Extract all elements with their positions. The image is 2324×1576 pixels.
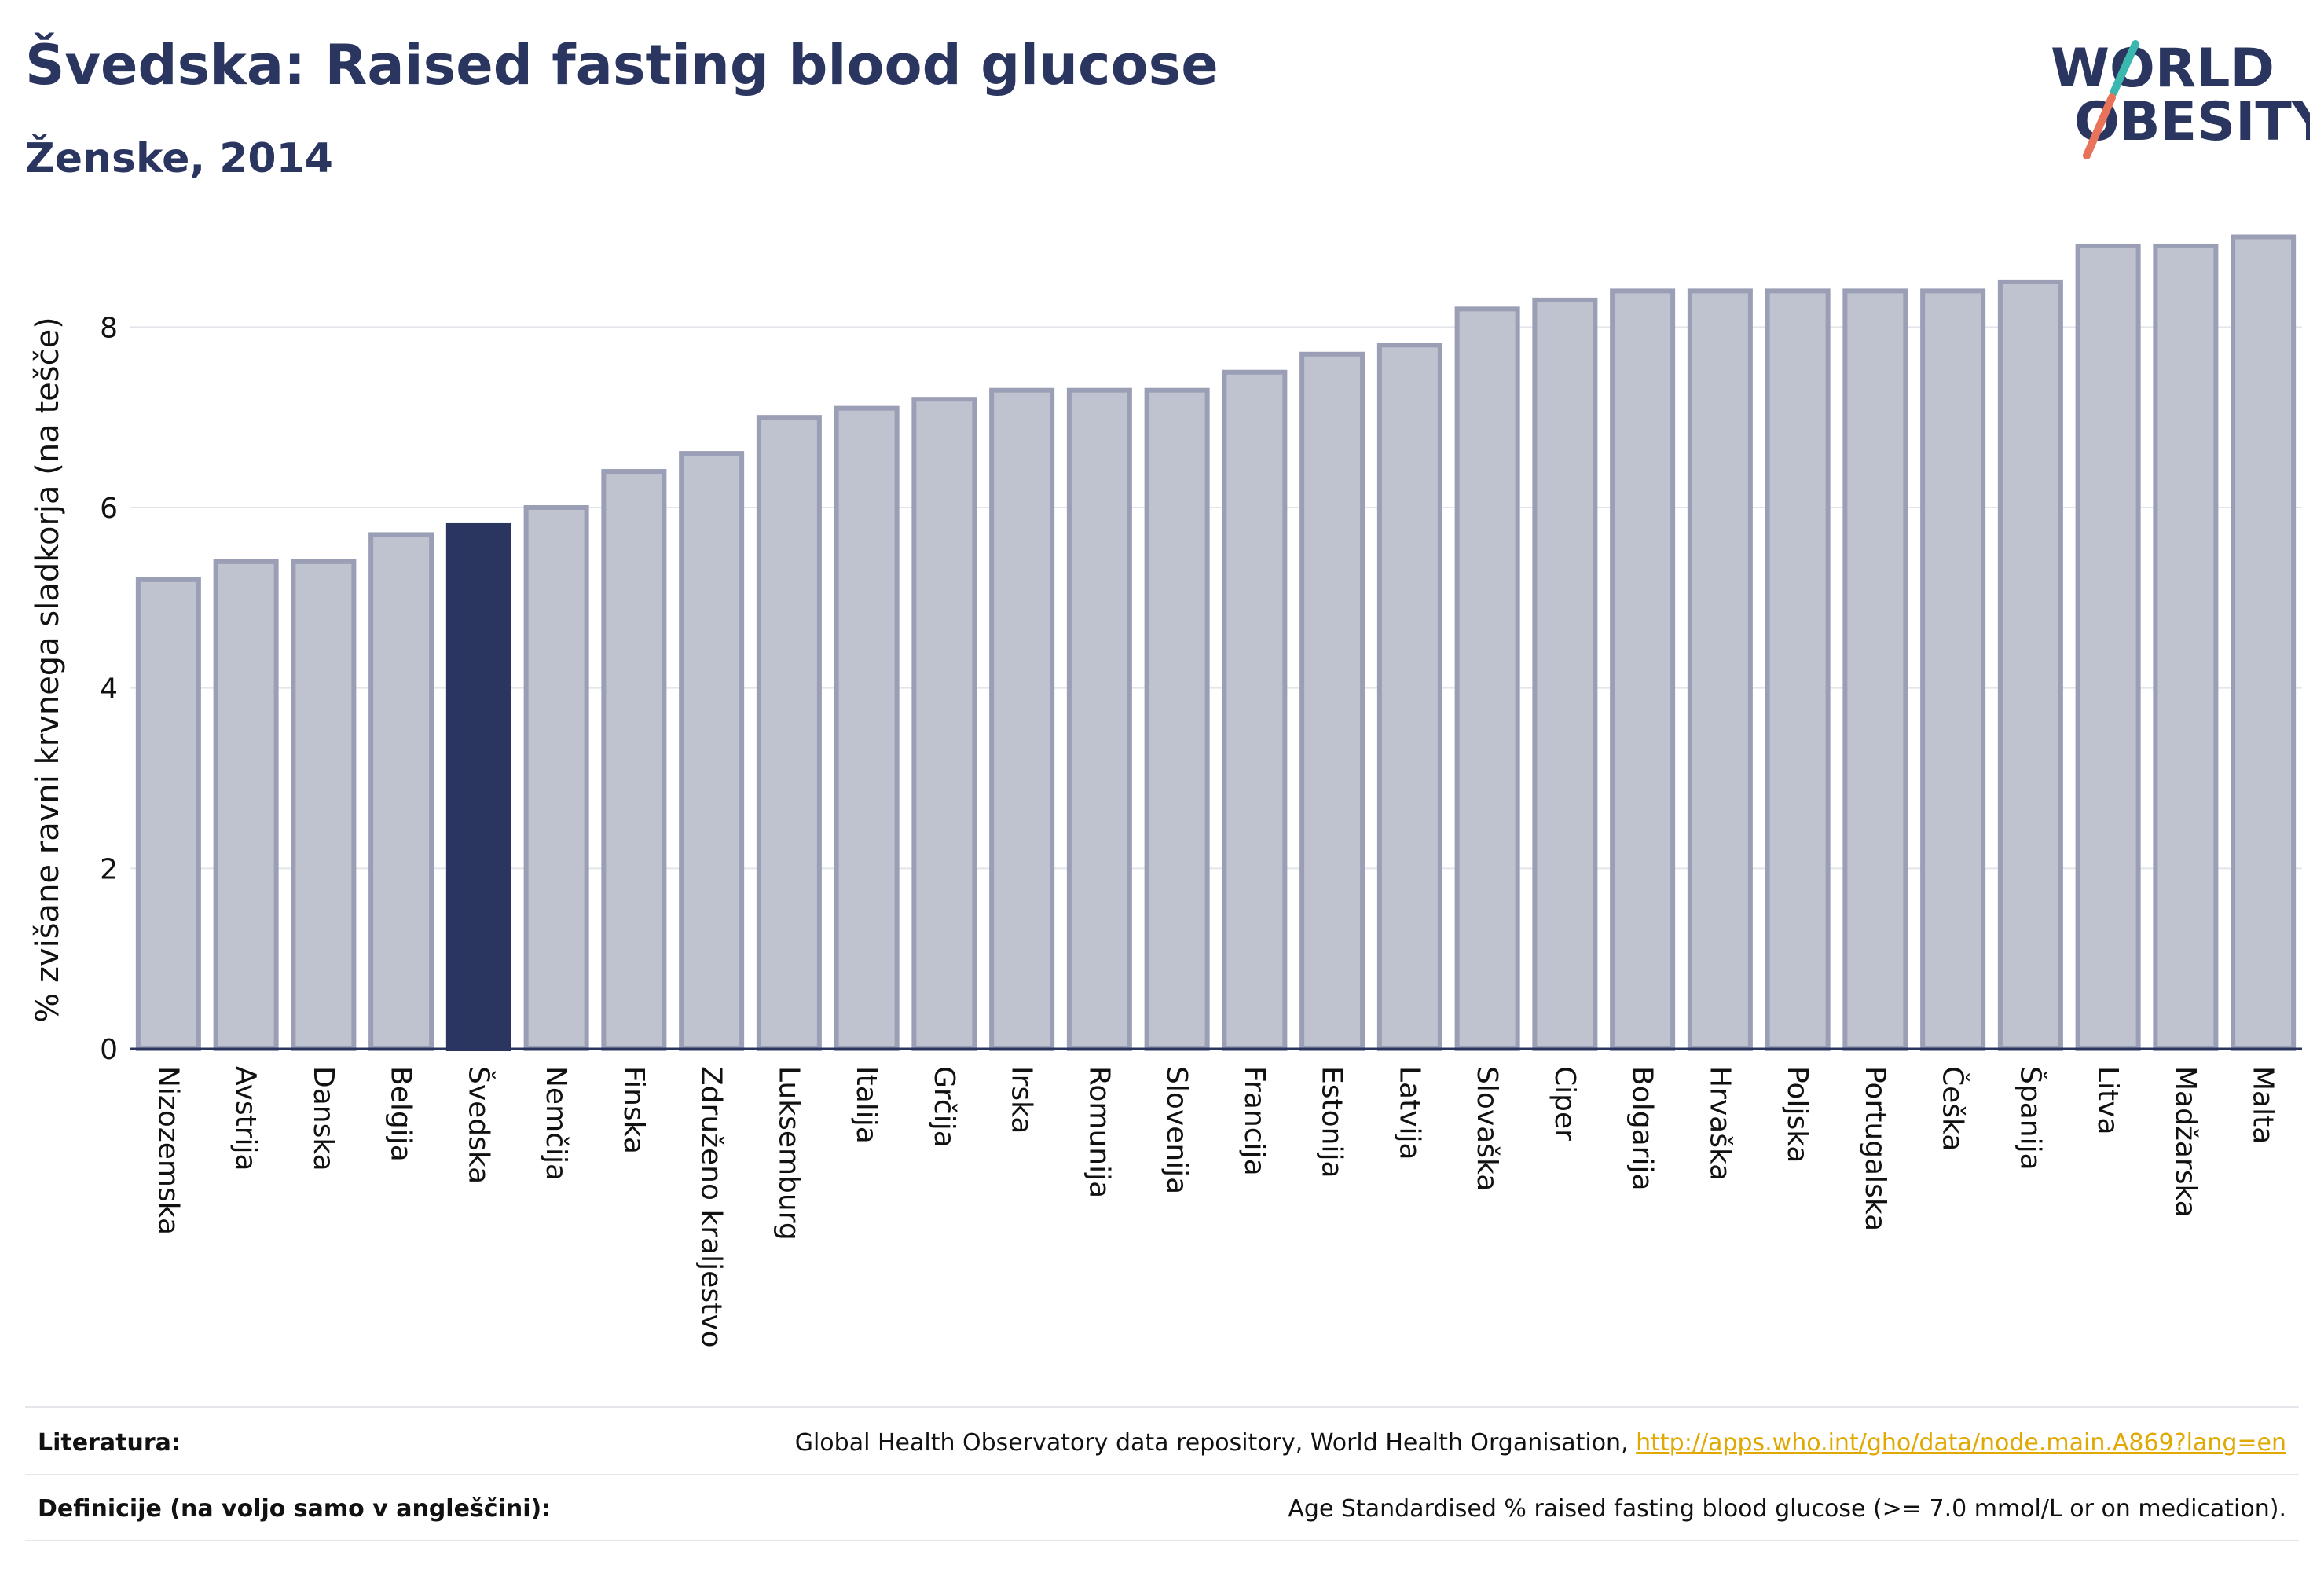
y-axis-label: % zvišane ravni krvnega sladkorja (na te…	[30, 317, 66, 1023]
x-tick-label: Slovaška	[1471, 1066, 1503, 1191]
x-tick-label: Združeno kraljestvo	[695, 1066, 728, 1348]
y-tick-label: 0	[100, 1034, 118, 1066]
bar-Portugalska	[1842, 288, 1908, 1051]
x-tick-label: Latvija	[1393, 1066, 1425, 1160]
x-tick-label: Češka	[1937, 1066, 1970, 1151]
bar-Latvija	[1376, 343, 1442, 1051]
bar-Nemčija	[523, 504, 589, 1051]
y-tick-label: 8	[100, 312, 118, 344]
bar-Bolgarija	[1610, 288, 1676, 1051]
x-tick-label: Danska	[307, 1066, 339, 1171]
bar-Španija	[1997, 279, 2063, 1051]
footer-divider-middle	[25, 1474, 2299, 1475]
x-tick-label: Španija	[2014, 1066, 2047, 1171]
bar-Češka	[1920, 288, 1986, 1051]
footer-divider-top	[25, 1406, 2299, 1408]
bar-chart: 0 2 4 6 8 Nizozemska Avstrija Danska Belgija Šve…	[30, 234, 2302, 1348]
references-label: Literatura:	[38, 1428, 181, 1457]
references-link[interactable]: http://apps.who.int/gho/data/node.main.A…	[1636, 1428, 2286, 1457]
logo-slash-teal	[2110, 40, 2139, 97]
x-tick-label: Bolgarija	[1626, 1066, 1659, 1191]
x-tick-label: Slovenija	[1160, 1066, 1193, 1194]
x-tick-label: Madžarska	[2169, 1066, 2201, 1218]
references-text: Global Health Observatory data repositor…	[794, 1428, 1637, 1457]
x-tick-labels: Nizozemska Avstrija Danska Belgija Švedska Ne…	[152, 1066, 2278, 1348]
bar-Hrvaška	[1687, 288, 1753, 1051]
x-tick-label: Poljska	[1781, 1066, 1813, 1164]
bar-Estonija	[1299, 351, 1365, 1051]
definitions-label: Definicije (na voljo samo v angleščini):	[38, 1494, 552, 1523]
logo-slash-coral	[2083, 93, 2116, 159]
bar-Belgija	[368, 532, 434, 1051]
x-tick-label: Ciper	[1549, 1066, 1581, 1141]
bar-Danska	[291, 559, 357, 1051]
bar-Ciper	[1532, 297, 1598, 1052]
x-tick-label: Irska	[1006, 1066, 1038, 1134]
x-tick-label: Italija	[850, 1066, 882, 1144]
y-tick-labels: 0 2 4 6 8	[100, 312, 118, 1066]
bar-Madžarska	[2153, 243, 2219, 1051]
x-tick-label: Nizozemska	[152, 1066, 184, 1235]
x-tick-label: Belgija	[385, 1066, 417, 1162]
x-tick-label: Avstrija	[229, 1066, 262, 1171]
references-value: Global Health Observatory data repositor…	[795, 1429, 2286, 1457]
x-tick-label: Finska	[618, 1066, 650, 1154]
world-obesity-logo: WORLD OBESITY	[2051, 38, 2310, 159]
logo-word-world: WORLD	[2051, 38, 2275, 100]
bar-Italija	[834, 405, 900, 1051]
y-tick-label: 2	[100, 853, 118, 885]
x-tick-label: Švedska	[462, 1066, 495, 1184]
x-tick-label: Hrvaška	[1703, 1066, 1736, 1181]
bar-Francija	[1222, 369, 1288, 1051]
references-row: Literatura: Global Health Observatory da…	[38, 1411, 2286, 1474]
bar-Slovenija	[1144, 387, 1210, 1051]
bar-Litva	[2075, 243, 2141, 1051]
bar-Malta	[2231, 234, 2297, 1051]
bar-Irska	[989, 387, 1055, 1051]
definitions-text: Age Standardised % raised fasting blood …	[1288, 1494, 2286, 1523]
bar-Finska	[601, 469, 667, 1051]
y-tick-label: 4	[100, 673, 118, 706]
y-tick-label: 6	[100, 493, 118, 525]
bar-Združeno kraljestvo	[679, 451, 745, 1051]
bars-layer	[135, 234, 2297, 1052]
x-tick-label: Malta	[2247, 1066, 2279, 1144]
chart-title: Švedska: Raised fasting blood glucose	[25, 33, 1219, 97]
bar-Slovaška	[1454, 306, 1520, 1052]
bar-Romunija	[1066, 387, 1132, 1051]
x-tick-label: Estonija	[1316, 1066, 1348, 1178]
x-tick-label: Luksemburg	[772, 1066, 805, 1241]
x-tick-label: Grčija	[928, 1066, 960, 1148]
x-tick-label: Nemčija	[540, 1066, 572, 1181]
bar-Švedska	[445, 522, 511, 1051]
definitions-row: Definicije (na voljo samo v angleščini):…	[38, 1477, 2286, 1540]
x-tick-label: Francija	[1238, 1066, 1270, 1176]
x-tick-label: Litva	[2091, 1066, 2124, 1135]
x-tick-label: Portugalska	[1859, 1066, 1891, 1231]
bar-Poljska	[1765, 288, 1831, 1051]
x-tick-label: Romunija	[1083, 1066, 1115, 1198]
footer-divider-bottom	[25, 1540, 2299, 1541]
bar-Avstrija	[213, 559, 279, 1051]
bar-Luksemburg	[756, 415, 822, 1051]
chart-subtitle: Ženske, 2014	[25, 135, 333, 182]
bar-Nizozemska	[135, 577, 201, 1051]
bar-Grčija	[911, 397, 977, 1051]
